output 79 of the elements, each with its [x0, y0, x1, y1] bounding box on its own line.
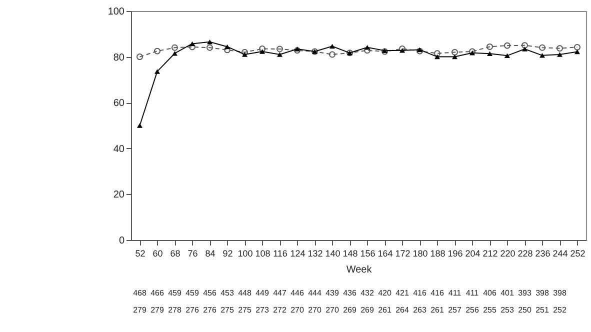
point [207, 40, 212, 44]
point [172, 44, 178, 51]
point [399, 46, 406, 52]
point [469, 48, 476, 55]
point [224, 46, 230, 54]
x-tick-label: 156 [360, 248, 376, 258]
point [452, 54, 458, 60]
point [154, 48, 160, 54]
point [557, 52, 562, 57]
point [189, 44, 196, 50]
point [242, 48, 248, 56]
point [260, 49, 265, 54]
x-tick-label: 252 [570, 248, 586, 258]
point [329, 51, 336, 58]
x-tick-label: 116 [273, 248, 288, 258]
x-tick-label: 164 [378, 248, 393, 258]
point [556, 45, 563, 52]
point [172, 50, 178, 56]
x-tick-label: 140 [325, 248, 340, 258]
x-tick-label: 108 [255, 248, 270, 258]
point [190, 41, 195, 46]
point [206, 44, 213, 51]
point [294, 47, 300, 54]
y-tick-label: 60 [113, 98, 125, 110]
point [504, 42, 510, 49]
x-tick-label: 52 [135, 248, 146, 258]
point [330, 44, 335, 49]
x-tick-label: 228 [518, 248, 533, 258]
point [539, 44, 546, 51]
x-tick-label: 220 [500, 248, 516, 258]
point [276, 46, 283, 52]
y-tick-label: 0 [118, 236, 125, 246]
x-tick-label: 100 [238, 248, 253, 258]
point [487, 51, 492, 56]
x-tick-label: 188 [430, 248, 446, 258]
x-tick-label: 180 [412, 248, 428, 258]
point [522, 46, 528, 52]
y-tick-label: 20 [113, 190, 125, 201]
x-tick-label: 204 [465, 248, 480, 258]
y-tick-label: 40 [113, 144, 125, 155]
point [154, 69, 160, 74]
point [224, 44, 230, 50]
x-tick-label: 212 [482, 248, 498, 258]
point [242, 52, 248, 57]
point [486, 43, 493, 50]
x-tick-label: 68 [170, 248, 180, 258]
point [452, 48, 458, 56]
x-tick-label: 236 [535, 248, 550, 258]
y-tick-label: 100 [108, 6, 125, 18]
y-tick-label: 80 [113, 52, 125, 64]
x-tick-label: 92 [222, 248, 233, 258]
point [504, 53, 510, 58]
text: 468 466 459 459 456 453 448 449 447 446 444 439 436 432 420 421 416 416 411 411 406 401 393 398 398 [133, 288, 566, 298]
point [522, 42, 528, 49]
point [277, 52, 282, 57]
x-tick-label: 148 [342, 248, 358, 258]
point [434, 50, 440, 57]
point [434, 54, 440, 60]
point [400, 48, 405, 53]
point [259, 46, 266, 52]
point [574, 44, 580, 50]
point [137, 123, 142, 128]
point [470, 50, 475, 56]
x-tick-label: 60 [152, 248, 163, 258]
x-tick-label: 244 [552, 248, 568, 258]
x-tick-label: 196 [448, 248, 463, 258]
text: 279 279 278 276 276 275 275 273 272 270 270 270 269 269 261 264 263 261 257 256 255 253 250 251 252 [133, 306, 566, 314]
point [364, 45, 370, 50]
point [574, 49, 580, 54]
x-tick-label: 172 [395, 248, 410, 258]
point [294, 46, 300, 52]
x-tick-label: 76 [188, 248, 198, 258]
x-tick-label: 132 [308, 248, 323, 258]
x-tick-label: 124 [290, 248, 306, 258]
x-axis-title: Week [346, 264, 373, 276]
x-tick-label: 84 [205, 248, 216, 258]
point [364, 47, 370, 54]
point [136, 54, 143, 60]
point [540, 53, 545, 58]
